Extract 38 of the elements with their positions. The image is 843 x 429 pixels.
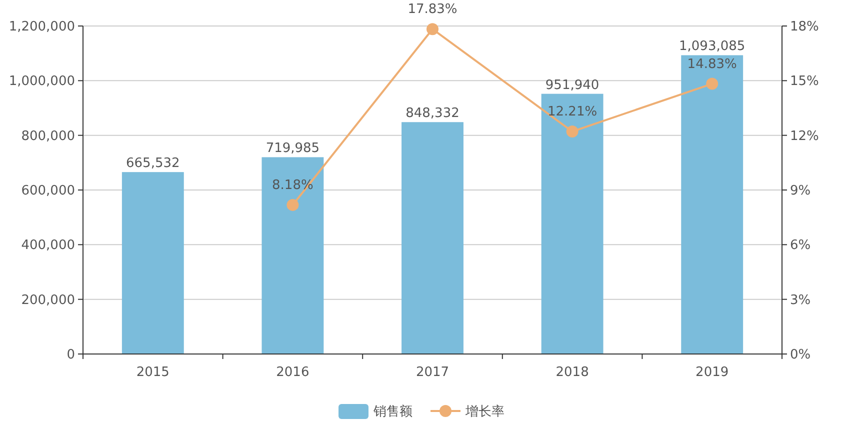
bar (262, 157, 324, 354)
y2-tick-label: 12% (790, 128, 819, 144)
data-label: 665,532 (126, 156, 180, 172)
point (286, 198, 299, 211)
x-tick-label: 2017 (416, 365, 450, 380)
y2-tick-label: 15% (790, 74, 819, 90)
x-tick-label: 2015 (136, 365, 170, 380)
point (426, 23, 438, 36)
x-tick-label: 2019 (696, 365, 729, 380)
data-label: 12.21% (548, 104, 598, 120)
point (566, 126, 578, 138)
y-tick-label: 200,000 (21, 292, 75, 308)
y2-tick-label: 18% (790, 20, 819, 35)
y-tick-label: 0 (66, 348, 75, 363)
data-label: 848,332 (406, 106, 460, 122)
point (706, 78, 718, 90)
legend-label: 销售额 (372, 404, 412, 420)
data-label: 719,985 (266, 141, 320, 156)
y2-tick-label: 3% (790, 292, 811, 308)
bar (402, 122, 464, 354)
y-tick-label: 400,000 (21, 238, 75, 254)
bar (681, 55, 744, 354)
y-tick-label: 1,200,000 (8, 20, 75, 35)
bar (541, 94, 604, 354)
y-tick-label: 800,000 (21, 128, 75, 144)
y-tick-label: 1,000,000 (8, 74, 75, 90)
y2-tick-label: 0% (790, 348, 811, 363)
y2-tick-label: 6% (790, 238, 811, 254)
y2-tick-label: 9% (790, 184, 811, 199)
bar (122, 172, 184, 354)
data-label: 1,093,085 (679, 39, 746, 54)
data-label: 14.83% (687, 56, 737, 72)
data-label: 17.83% (408, 2, 458, 18)
data-label: 951,940 (545, 78, 600, 93)
y-tick-label: 600,000 (21, 184, 75, 199)
legend-label: 增长率 (464, 404, 504, 420)
x-tick-label: 2016 (276, 365, 310, 380)
x-tick-label: 2018 (556, 365, 589, 380)
